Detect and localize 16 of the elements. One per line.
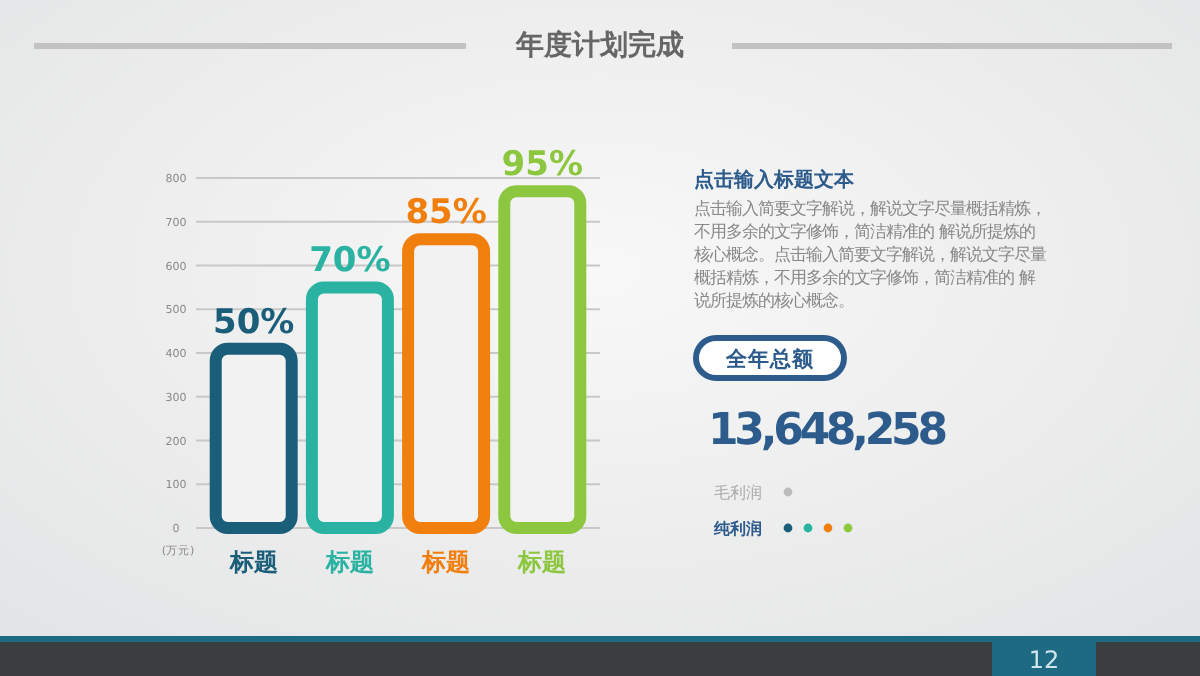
text: 点击输入标题文本 (694, 168, 856, 192)
x-tick-label: 标题 (227, 548, 278, 576)
chart-title: 年度计划完成 (514, 28, 684, 62)
x-tick-label: 标题 (420, 548, 471, 576)
text: 13,648,258 (708, 406, 948, 456)
x-tick-label: 标题 (516, 548, 567, 576)
annotation: 95% (501, 145, 583, 186)
text: 全年总额 (724, 346, 816, 372)
text: 毛利润 (714, 484, 762, 502)
x-tick-label: 标题 (323, 548, 374, 576)
text: 12 (1028, 646, 1060, 674)
annotation: 85% (405, 193, 487, 234)
text: 点击输入简要文字解说，解说文字尽量概括精炼，不用多余的文字修饰，简洁精准的 解说所提炼的核心概念。点击输入简要文字解说，解说文字尽量概括精炼，不用多余的文字修饰，简洁精准的 解说所提炼的核心概念。 (692, 198, 1046, 310)
annotation: 50% (213, 302, 295, 343)
text: 纯利润 (712, 518, 762, 538)
annotation: 70% (309, 241, 391, 282)
